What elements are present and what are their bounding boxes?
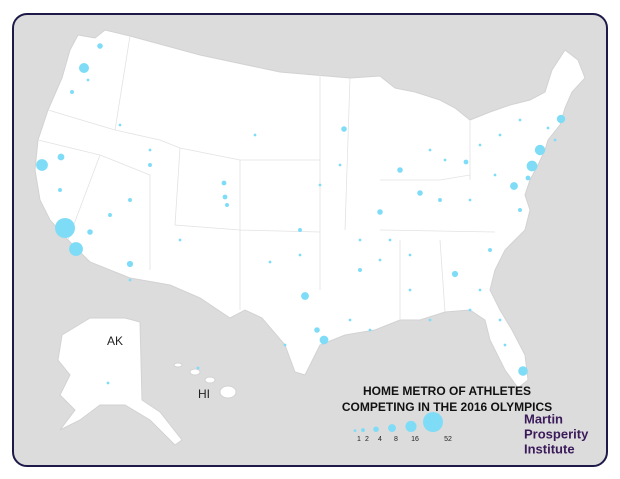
metro-bubble: [97, 43, 103, 49]
legend-label: 8: [394, 436, 398, 443]
bubbles: [36, 43, 566, 385]
metro-bubble: [498, 318, 502, 322]
metro-bubble: [417, 190, 423, 196]
metro-bubble: [428, 318, 432, 322]
metro-bubble: [283, 343, 287, 347]
metro-bubble: [70, 90, 74, 94]
legend-bubble: [361, 428, 365, 433]
metro-bubble: [408, 288, 412, 292]
metro-bubble: [468, 308, 472, 312]
metro-bubble: [298, 253, 302, 257]
metro-bubble: [534, 144, 546, 156]
legend-label: 16: [411, 436, 419, 443]
legend-bubble: [423, 412, 443, 432]
metro-bubble: [451, 270, 459, 278]
metro-bubble: [57, 153, 65, 161]
metro-bubble: [510, 182, 518, 190]
metro-bubble: [348, 318, 352, 322]
legend-bubble: [388, 424, 396, 432]
metro-bubble: [526, 160, 538, 172]
metro-bubble: [553, 138, 557, 142]
metro-bubble: [148, 148, 152, 152]
legend-label: 2: [365, 436, 369, 443]
metro-bubble: [478, 288, 482, 292]
usa-outline: [34, 29, 586, 389]
metro-bubble: [178, 238, 182, 242]
metro-bubble: [318, 183, 322, 187]
metro-bubble: [148, 163, 152, 167]
metro-bubble: [55, 218, 75, 238]
metro-bubble: [488, 248, 492, 252]
metro-bubble: [428, 148, 432, 152]
legend-bubble: [405, 420, 417, 432]
metro-bubble: [377, 209, 383, 215]
credit: Institute: [524, 441, 575, 456]
metro-bubble: [518, 208, 522, 212]
metro-bubble: [498, 133, 502, 137]
legend-bubble: [353, 429, 357, 432]
metro-bubble: [438, 198, 442, 202]
metro-bubble: [118, 123, 122, 127]
metro-bubble: [408, 253, 412, 257]
alaska-outline: [57, 317, 183, 446]
metro-bubble: [388, 238, 392, 242]
metro-bubble: [108, 213, 112, 217]
metro-bubble: [368, 328, 372, 332]
metro-bubble: [106, 381, 110, 385]
region-label: HI: [198, 387, 210, 401]
hawaii-outline: [173, 362, 237, 399]
metro-bubble: [341, 126, 347, 132]
metro-bubble: [253, 133, 257, 137]
metro-bubble: [397, 167, 403, 173]
metro-bubble: [196, 366, 200, 370]
metro-bubble: [463, 159, 469, 165]
credit: Martin: [524, 411, 563, 426]
metro-bubble: [518, 118, 522, 122]
region-label: AK: [107, 334, 123, 348]
title-line: HOME METRO OF ATHLETES: [363, 384, 531, 398]
metro-bubble: [222, 194, 228, 200]
metro-bubble: [493, 173, 497, 177]
metro-bubble: [314, 327, 320, 333]
metro-bubble: [268, 260, 272, 264]
metro-bubble: [69, 242, 83, 256]
metro-bubble: [221, 180, 227, 186]
metro-bubble: [298, 228, 302, 232]
metro-bubble: [546, 126, 550, 130]
legend-label: 1: [357, 436, 361, 443]
legend-bubble: [373, 426, 379, 432]
metro-bubble: [79, 63, 89, 73]
metro-bubble: [225, 203, 229, 207]
legend-label: 52: [444, 436, 452, 443]
metro-bubble: [319, 335, 329, 345]
metro-bubble: [36, 159, 48, 171]
metro-bubble: [378, 258, 382, 262]
state-borders: [37, 35, 496, 320]
metro-bubble: [468, 198, 472, 202]
metro-bubble: [128, 278, 132, 282]
credit: Prosperity: [524, 426, 589, 441]
metro-bubble: [128, 198, 132, 202]
metro-bubble: [358, 238, 362, 242]
metro-bubble: [525, 175, 531, 181]
metro-bubble: [478, 143, 482, 147]
legend-label: 4: [378, 436, 382, 443]
metro-bubble: [86, 78, 90, 82]
metro-bubble: [58, 188, 62, 192]
metro-bubble: [338, 163, 342, 167]
metro-bubble: [556, 114, 566, 124]
metro-bubble: [126, 260, 134, 268]
metro-bubble: [301, 292, 309, 300]
metro-bubble: [443, 158, 447, 162]
metro-bubble: [87, 229, 93, 235]
metro-bubble: [503, 343, 507, 347]
title-line: COMPETING IN THE 2016 OLYMPICS: [342, 400, 552, 414]
metro-bubble: [358, 268, 362, 272]
metro-bubble: [518, 366, 528, 376]
legend: 1 2 4 8 16 52: [353, 412, 452, 443]
